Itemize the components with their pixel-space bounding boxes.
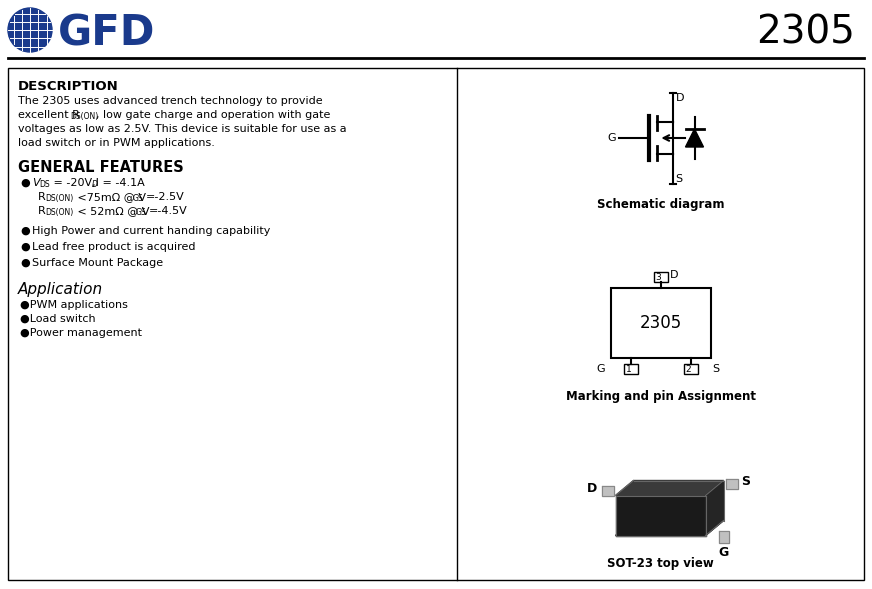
- Text: High Power and current handing capability: High Power and current handing capabilit…: [32, 226, 270, 236]
- Text: = -20V,I: = -20V,I: [50, 178, 99, 188]
- Text: D: D: [586, 482, 596, 495]
- Polygon shape: [602, 485, 614, 495]
- Text: G: G: [719, 546, 729, 559]
- Text: Application: Application: [18, 282, 103, 297]
- Text: excellent R: excellent R: [18, 110, 80, 120]
- Circle shape: [8, 8, 52, 52]
- Text: The 2305 uses advanced trench technology to provide: The 2305 uses advanced trench technology…: [18, 96, 323, 106]
- Text: ●: ●: [20, 226, 30, 236]
- Text: ●: ●: [20, 178, 30, 188]
- Polygon shape: [616, 495, 705, 535]
- Text: = -4.1A: = -4.1A: [99, 178, 145, 188]
- Text: Marking and pin Assignment: Marking and pin Assignment: [566, 390, 755, 403]
- Text: < 52mΩ @ V: < 52mΩ @ V: [74, 206, 149, 216]
- Text: R: R: [38, 192, 45, 202]
- Text: ●PWM applications: ●PWM applications: [20, 300, 128, 310]
- Polygon shape: [705, 481, 724, 535]
- Bar: [653, 272, 667, 282]
- Text: DS(ON): DS(ON): [45, 208, 73, 217]
- Bar: [684, 364, 698, 374]
- Text: D: D: [670, 270, 678, 280]
- Text: <75mΩ @ V: <75mΩ @ V: [74, 192, 146, 202]
- Text: 1: 1: [625, 365, 631, 373]
- Text: DS(ON): DS(ON): [70, 112, 99, 121]
- Text: =-2.5V: =-2.5V: [146, 192, 185, 202]
- Polygon shape: [616, 481, 724, 495]
- Text: load switch or in PWM applications.: load switch or in PWM applications.: [18, 138, 215, 148]
- Text: GFD: GFD: [58, 12, 155, 54]
- Text: D: D: [676, 93, 684, 103]
- Polygon shape: [726, 478, 738, 488]
- Text: 3: 3: [656, 273, 661, 282]
- Text: DS(ON): DS(ON): [45, 194, 73, 203]
- Text: Schematic diagram: Schematic diagram: [596, 198, 725, 211]
- Text: G: G: [607, 133, 616, 143]
- Bar: [8, 68, 864, 580]
- Text: GS: GS: [133, 194, 144, 203]
- Polygon shape: [719, 531, 728, 542]
- Text: Lead free product is acquired: Lead free product is acquired: [32, 242, 195, 252]
- Bar: [610, 288, 711, 358]
- Text: D: D: [92, 180, 98, 189]
- Text: ●Power management: ●Power management: [20, 328, 142, 338]
- Text: S: S: [676, 174, 683, 184]
- Text: GS: GS: [136, 208, 146, 217]
- Text: 2: 2: [685, 365, 691, 373]
- Text: V: V: [32, 178, 39, 188]
- Bar: [623, 364, 637, 374]
- Text: ●: ●: [20, 258, 30, 268]
- Text: =-4.5V: =-4.5V: [149, 206, 187, 216]
- Text: G: G: [596, 364, 605, 374]
- Polygon shape: [685, 129, 704, 147]
- Text: voltages as low as 2.5V. This device is suitable for use as a: voltages as low as 2.5V. This device is …: [18, 124, 347, 134]
- Text: 2305: 2305: [756, 14, 855, 52]
- Text: Surface Mount Package: Surface Mount Package: [32, 258, 163, 268]
- Text: S: S: [741, 475, 750, 488]
- Text: DS: DS: [39, 180, 50, 189]
- Text: GENERAL FEATURES: GENERAL FEATURES: [18, 160, 184, 175]
- Text: , low gate charge and operation with gate: , low gate charge and operation with gat…: [96, 110, 330, 120]
- Text: ●: ●: [20, 242, 30, 252]
- Text: R: R: [38, 206, 45, 216]
- Text: SOT-23 top view: SOT-23 top view: [607, 558, 714, 571]
- Text: S: S: [712, 364, 719, 374]
- Text: ●Load switch: ●Load switch: [20, 314, 96, 324]
- Text: 2305: 2305: [639, 314, 682, 332]
- Text: DESCRIPTION: DESCRIPTION: [18, 80, 119, 93]
- Polygon shape: [616, 521, 724, 535]
